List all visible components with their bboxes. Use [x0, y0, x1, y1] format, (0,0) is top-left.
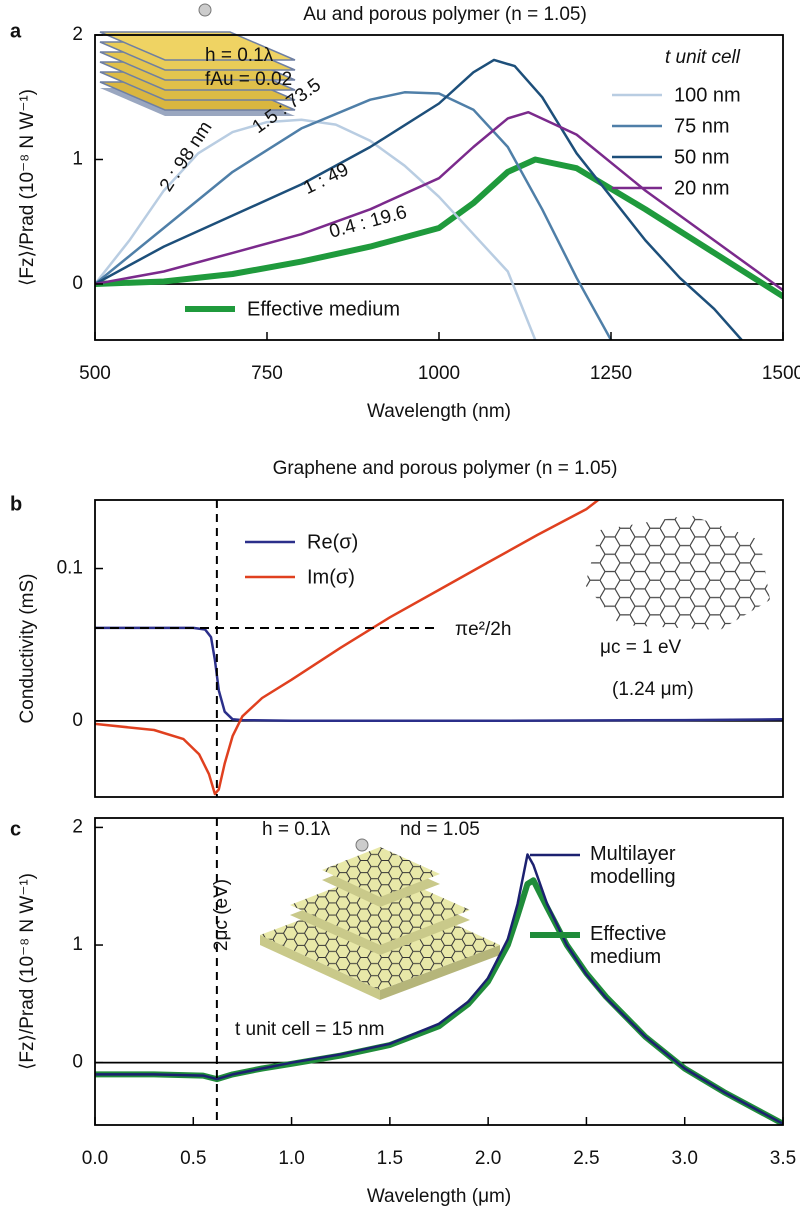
legend-label: 100 nm — [674, 84, 741, 106]
x-tick-label: 1250 — [590, 363, 632, 384]
legend-label: 50 nm — [674, 146, 730, 168]
inset-pyramid — [260, 838, 500, 1000]
annotation: 1 : 49 — [300, 159, 352, 199]
x-axis-label: Wavelength (μm) — [367, 1186, 511, 1207]
x-tick-label: 0.0 — [82, 1148, 108, 1169]
plot-area — [95, 853, 783, 1125]
annotation: nd = 1.05 — [400, 819, 480, 840]
ref-label: πe²/2h — [455, 619, 511, 640]
y-axis-label: ⟨Fz⟩/Prad (10⁻⁸ N W⁻¹) — [17, 89, 38, 286]
legend-label: Re(σ) — [307, 531, 358, 553]
y-tick-label: 0 — [72, 273, 83, 294]
x-tick-label: 2.5 — [573, 1148, 599, 1169]
annotation: t unit cell = 15 nm — [235, 1019, 384, 1040]
panel-label: c — [10, 818, 21, 840]
inset-graphene — [585, 515, 770, 630]
y-axis-label: Conductivity (mS) — [17, 574, 38, 724]
x-axis-label: Wavelength (nm) — [367, 401, 511, 422]
x-tick-label: 500 — [79, 363, 111, 384]
y-tick-label: 0 — [72, 710, 83, 731]
series-line — [95, 500, 600, 796]
annotation: fAu = 0.02 — [205, 69, 292, 90]
y-tick-label: 1 — [72, 149, 83, 170]
series-line — [95, 626, 783, 723]
frame — [94, 34, 784, 341]
y-tick-label: 2 — [72, 816, 83, 837]
plot-area — [95, 500, 783, 796]
y-tick-label: 0 — [72, 1052, 83, 1073]
annotation: μc = 1 eV — [600, 637, 682, 658]
annotation: (1.24 μm) — [612, 679, 694, 700]
chart-title: Graphene and porous polymer (n = 1.05) — [273, 458, 618, 479]
inset-layers — [99, 3, 296, 116]
legend-title: t unit cell — [665, 47, 741, 68]
series-line — [95, 58, 743, 340]
legend-label: 20 nm — [674, 177, 730, 199]
legend-label: Effective medium — [590, 923, 667, 968]
x-tick-label: 3.0 — [672, 1148, 698, 1169]
y-tick-label: 2 — [72, 24, 83, 45]
x-tick-label: 1500 — [762, 363, 800, 384]
annotation: 2μc (eV) — [211, 879, 232, 951]
legend-label: 75 nm — [674, 115, 730, 137]
series-line — [95, 91, 613, 340]
annotation: h = 0.1λ — [205, 45, 274, 66]
legend-label: Im(σ) — [307, 566, 355, 588]
y-axis-label: ⟨Fz⟩/Prad (10⁻⁸ N W⁻¹) — [17, 873, 38, 1070]
series-line — [95, 853, 783, 1125]
x-tick-label: 1.0 — [278, 1148, 304, 1169]
x-tick-label: 2.0 — [475, 1148, 501, 1169]
x-tick-label: 750 — [251, 363, 283, 384]
x-tick-label: 1.5 — [377, 1148, 403, 1169]
y-tick-label: 1 — [72, 934, 83, 955]
panel-label: b — [10, 493, 22, 515]
frame — [94, 499, 784, 798]
series-line — [95, 156, 783, 300]
chart-title: Au and porous polymer (n = 1.05) — [303, 4, 587, 25]
x-tick-label: 3.5 — [770, 1148, 796, 1169]
x-tick-label: 1000 — [418, 363, 460, 384]
series-line — [95, 110, 783, 292]
annotation: h = 0.1λ — [262, 819, 331, 840]
plot-area — [95, 58, 783, 340]
y-tick-label: 0.1 — [57, 558, 83, 579]
panel-label: a — [10, 20, 22, 42]
frame — [94, 817, 784, 1126]
legend-label: Effective medium — [247, 298, 400, 320]
annotation: 2 : 98 nm — [156, 118, 217, 196]
legend-label: Multilayer modelling — [590, 843, 676, 888]
x-tick-label: 0.5 — [180, 1148, 206, 1169]
